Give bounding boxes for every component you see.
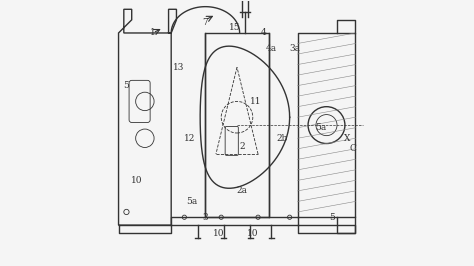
Text: 2: 2: [239, 142, 245, 151]
Text: 1: 1: [150, 28, 155, 38]
Text: C: C: [349, 144, 356, 153]
Text: 7: 7: [202, 18, 208, 27]
Text: 3a: 3a: [290, 44, 301, 53]
Text: 5a: 5a: [316, 123, 327, 132]
Text: 3: 3: [202, 213, 208, 222]
Text: 10: 10: [131, 176, 143, 185]
Text: 4a: 4a: [265, 44, 277, 53]
Text: 13: 13: [173, 63, 185, 72]
Text: 11: 11: [250, 97, 261, 106]
Text: 5a: 5a: [187, 197, 198, 206]
Text: 5: 5: [124, 81, 129, 90]
Text: 10: 10: [213, 228, 224, 238]
Text: 12: 12: [184, 134, 195, 143]
Text: 5: 5: [329, 213, 335, 222]
Text: 10: 10: [247, 228, 258, 238]
Text: 2b: 2b: [276, 134, 287, 143]
Text: X: X: [345, 134, 351, 143]
Text: 2a: 2a: [237, 186, 248, 196]
Text: 4: 4: [260, 28, 266, 38]
Text: 15: 15: [228, 23, 240, 32]
